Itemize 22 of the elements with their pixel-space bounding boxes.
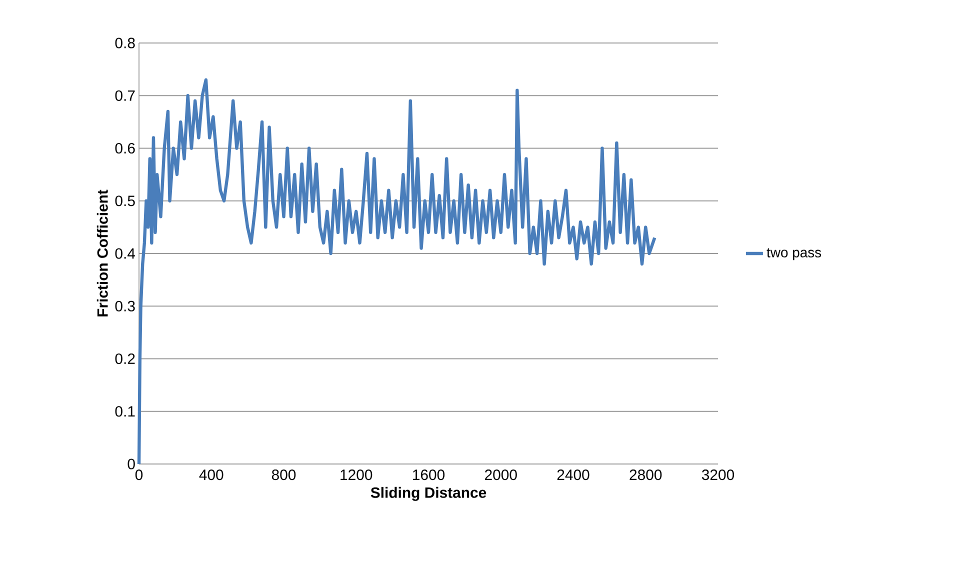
- x-tick-label: 1200: [340, 470, 372, 480]
- y-tick-label: 0: [128, 458, 135, 470]
- legend-label: two pass: [766, 248, 822, 260]
- y-tick-label: 0.5: [115, 196, 135, 206]
- x-tick-label: 0: [135, 470, 143, 480]
- y-tick-label: 0.2: [115, 353, 135, 364]
- x-tick-label: 800: [272, 470, 296, 480]
- y-tick-label: 0.8: [115, 38, 135, 48]
- x-tick-label: 400: [199, 470, 224, 480]
- x-tick-label: 2000: [485, 470, 517, 480]
- y-tick-label: 0.4: [115, 248, 136, 259]
- x-tick-label: 3200: [702, 470, 734, 480]
- y-tick-label: 0.7: [115, 90, 135, 101]
- y-tick-label: 0.1: [115, 406, 135, 417]
- line-series: [137, 78, 656, 466]
- x-axis-title: Sliding Distance: [370, 486, 486, 501]
- x-tick-label: 2400: [557, 470, 590, 480]
- y-tick-label: 0.3: [115, 300, 135, 312]
- x-tick-label: 2800: [630, 470, 662, 480]
- y-tick-label: 0.6: [115, 142, 135, 154]
- y-axis-title: Friction Cofficient: [96, 190, 108, 316]
- x-tick-label: 1600: [413, 470, 445, 480]
